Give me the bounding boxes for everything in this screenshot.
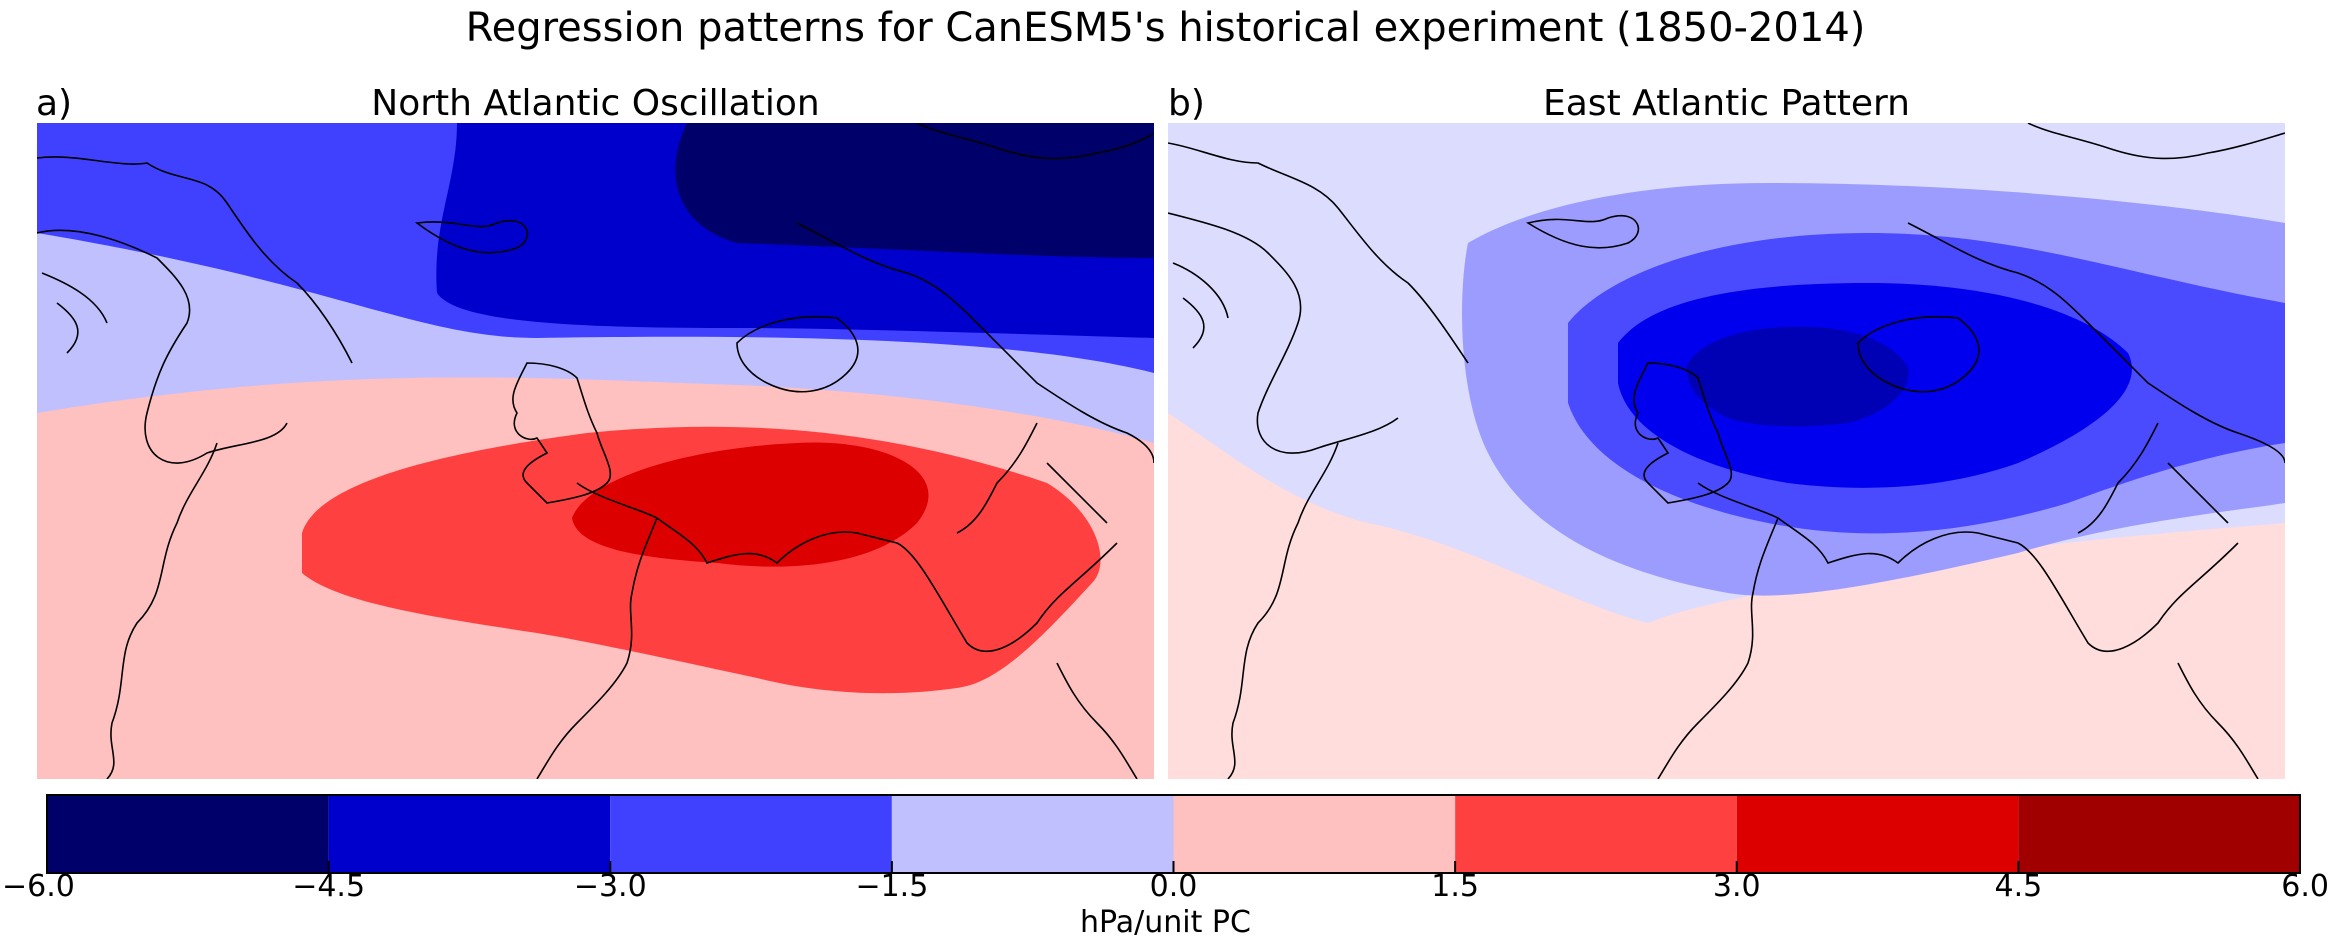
colorbar-segment <box>610 795 892 873</box>
colorbar-tick-label: −1.5 <box>855 869 928 900</box>
colorbar-label: hPa/unit PC <box>1080 905 1251 940</box>
nao-coastlines <box>37 123 1154 779</box>
map-panel-eap <box>1168 123 2285 779</box>
colorbar-segment <box>1455 795 1737 873</box>
colorbar-segments <box>47 795 2300 873</box>
eap-negative-extreme-contour <box>1687 326 1909 427</box>
panel-b-title: East Atlantic Pattern <box>1543 83 1910 124</box>
colorbar-segment <box>47 795 329 873</box>
colorbar-tick-label: 0.0 <box>1150 869 1198 900</box>
colorbar-segment <box>2018 795 2300 873</box>
eap-coastlines <box>1168 123 2285 779</box>
figure-title: Regression patterns for CanESM5's histor… <box>465 5 1866 51</box>
map-panel-nao <box>37 123 1154 779</box>
nao-positive-strong-contour <box>572 442 929 567</box>
colorbar-segment <box>328 795 611 873</box>
colorbar-tick-label: 1.5 <box>1431 869 1479 900</box>
colorbar-tick-label: 3.0 <box>1713 869 1761 900</box>
colorbar-ticks: −6.0 −4.5 −3.0 −1.5 0.0 1.5 3.0 4.5 6.0 <box>2 861 2329 900</box>
panel-a-title: North Atlantic Oscillation <box>371 83 820 124</box>
colorbar-segment <box>1736 795 2019 873</box>
colorbar-segment <box>891 795 1174 873</box>
colorbar-tick-label: −6.0 <box>2 869 75 900</box>
nao-negative-extreme-contour <box>675 123 1154 258</box>
colorbar-tick-label: 4.5 <box>1995 869 2043 900</box>
colorbar-tick-label: 6.0 <box>2281 869 2329 900</box>
colorbar-segment <box>1173 795 1456 873</box>
colorbar: −6.0 −4.5 −3.0 −1.5 0.0 1.5 3.0 4.5 6.0 <box>2 794 2329 900</box>
panel-b-label: b) <box>1168 83 1205 124</box>
colorbar-tick-label: −3.0 <box>574 869 647 900</box>
colorbar-tick-label: −4.5 <box>292 869 365 900</box>
panel-a-label: a) <box>36 83 73 124</box>
